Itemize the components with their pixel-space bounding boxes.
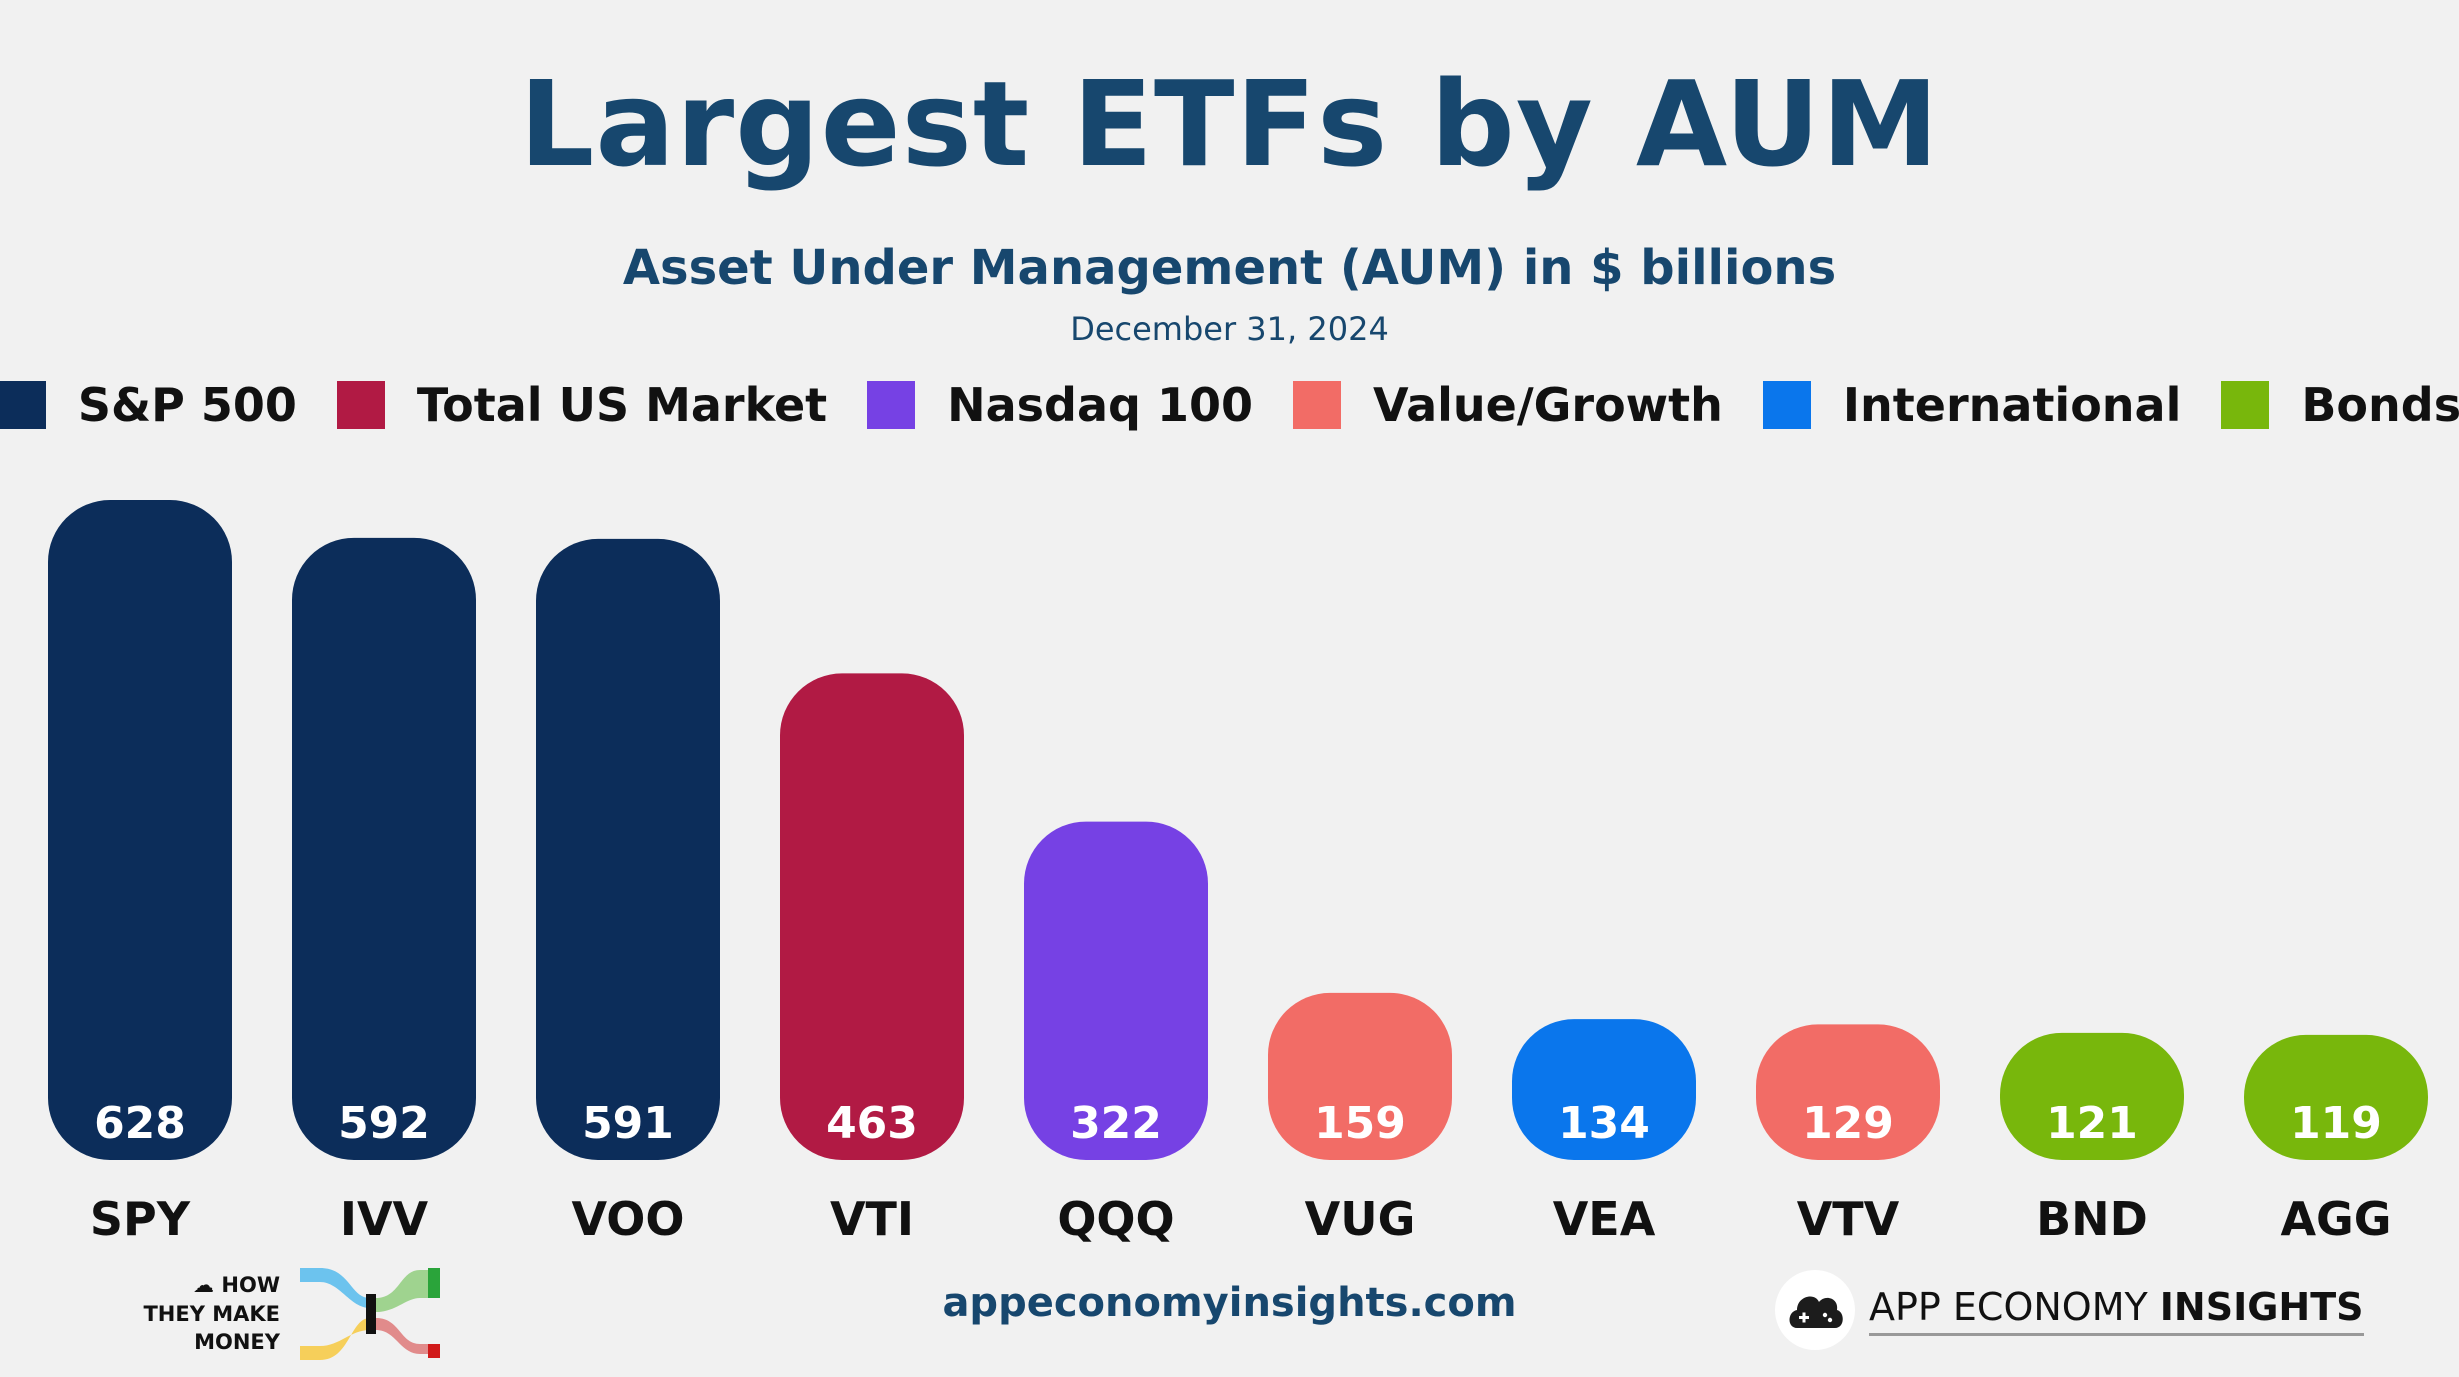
- bar-value-label: 119: [2290, 1098, 2382, 1149]
- chart-subtitle: Asset Under Management (AUM) in $ billio…: [622, 240, 1837, 296]
- legend-label: Bonds: [2301, 378, 2459, 432]
- legend-item-nasdaq-100: Nasdaq 100: [867, 378, 1253, 432]
- legend-swatch: [1762, 381, 1811, 429]
- category-label: QQQ: [1057, 1192, 1174, 1246]
- category-label: SPY: [90, 1192, 191, 1246]
- legend-swatch: [336, 381, 385, 429]
- category-label: AGG: [2280, 1192, 2391, 1246]
- how-they-make-money-logo-text: ☁ HOW THEY MAKE MONEY: [130, 1271, 280, 1356]
- bar-value-label: 129: [1802, 1098, 1894, 1149]
- bar-value-label: 463: [826, 1098, 918, 1149]
- chart-legend: S&P 500 Total US Market Nasdaq 100 Value…: [0, 378, 2459, 432]
- bar-ivv: [292, 537, 476, 1160]
- legend-item-international: International: [1762, 378, 2182, 432]
- category-label: VTV: [1797, 1192, 1900, 1246]
- legend-label: International: [1842, 378, 2182, 432]
- category-label: VTI: [830, 1192, 914, 1246]
- bar-value-label: 628: [94, 1098, 186, 1149]
- bar-agg: [2244, 1034, 2428, 1160]
- category-label: VEA: [1553, 1192, 1656, 1246]
- how-they-make-money-logo: ☁ HOW THEY MAKE MONEY: [130, 1268, 440, 1360]
- logo-circle: [1775, 1270, 1855, 1350]
- cloud-gamepad-icon: [1789, 1296, 1843, 1328]
- bar-bnd: [2000, 1032, 2184, 1160]
- legend-swatch: [867, 381, 916, 429]
- legend-item-sp500: S&P 500: [0, 378, 297, 432]
- logo-right-text: APP ECONOMY INSIGHTS: [1869, 1285, 2364, 1336]
- sankey-logo-icon: [300, 1268, 440, 1360]
- website-url: appeconomyinsights.com: [942, 1280, 1517, 1326]
- legend-label: S&P 500: [77, 378, 297, 432]
- category-label: IVV: [340, 1192, 429, 1246]
- logo-left-label: HOW THEY MAKE MONEY: [143, 1273, 280, 1355]
- bar-qqq: [1024, 821, 1208, 1160]
- bar-spy: [48, 500, 232, 1160]
- legend-label: Total US Market: [416, 378, 828, 432]
- category-label: VUG: [1305, 1192, 1416, 1246]
- bar-value-label: 592: [338, 1098, 430, 1149]
- bar-value-label: 322: [1070, 1098, 1162, 1149]
- legend-swatch: [1293, 381, 1341, 429]
- legend-label: Nasdaq 100: [947, 378, 1253, 432]
- bar-vug: [1268, 992, 1452, 1160]
- chart-date: December 31, 2024: [1070, 310, 1389, 348]
- bar-value-label: 134: [1558, 1098, 1650, 1149]
- category-label: BND: [2036, 1192, 2148, 1246]
- chart-title: Largest ETFs by AUM: [519, 55, 1940, 193]
- bar-vti: [780, 673, 964, 1160]
- logo-right-text-bold: INSIGHTS: [2159, 1284, 2364, 1329]
- bar-vtv: [1756, 1024, 1940, 1160]
- bar-value-label: 121: [2046, 1098, 2138, 1149]
- app-economy-insights-logo: APP ECONOMY INSIGHTS: [1775, 1270, 2364, 1350]
- legend-swatch: [0, 381, 46, 429]
- legend-swatch: [2221, 381, 2270, 429]
- logo-right-text-regular: APP ECONOMY: [1869, 1284, 2148, 1329]
- category-label: VOO: [571, 1192, 684, 1246]
- bar-value-label: 159: [1314, 1098, 1406, 1149]
- legend-item-value-growth: Value/Growth: [1293, 378, 1723, 432]
- bar-voo: [536, 538, 720, 1160]
- bar-value-label: 591: [582, 1098, 674, 1149]
- cloud-icon: ☁: [193, 1273, 215, 1298]
- legend-label: Value/Growth: [1373, 378, 1723, 432]
- bar-vea: [1512, 1019, 1696, 1160]
- legend-item-bonds: Bonds: [2221, 378, 2459, 432]
- legend-item-total-us-market: Total US Market: [336, 378, 828, 432]
